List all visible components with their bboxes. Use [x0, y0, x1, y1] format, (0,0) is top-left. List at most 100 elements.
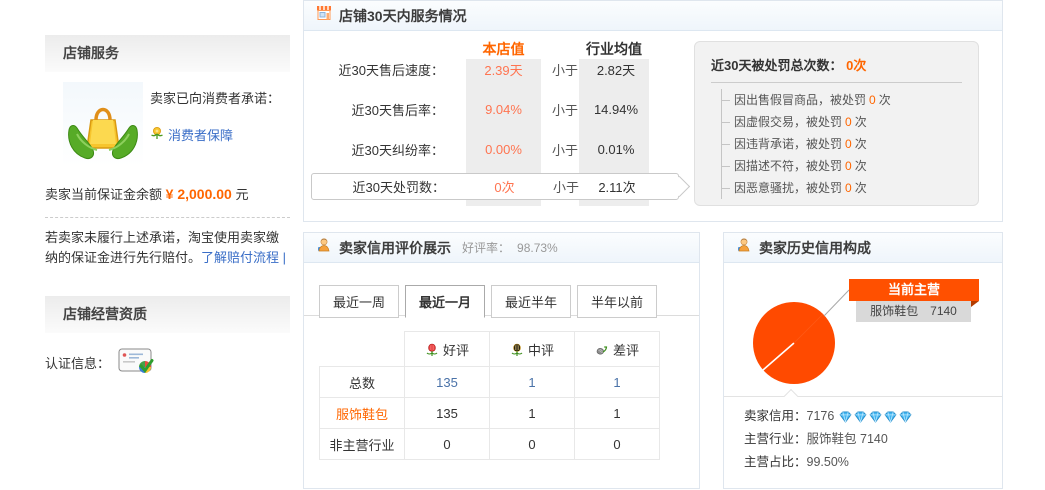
deposit-amount: ¥ 2,000.00	[165, 186, 232, 202]
sidebar-section-title-qualification: 店铺经营资质	[45, 296, 290, 333]
tab-last-halfyear[interactable]: 最近半年	[491, 285, 572, 318]
less-than-label: 小于	[552, 180, 579, 195]
bad-rating-flower-icon	[596, 345, 608, 355]
nonmain-medium-count: 0	[489, 428, 575, 460]
row-label-total: 总数	[319, 366, 405, 398]
promise-text: 卖家已向消费者承诺：	[150, 91, 281, 106]
rating-table-header-row: 好评 中评 差评	[319, 331, 660, 367]
deposit-label: 卖家当前保证金余额	[45, 187, 163, 202]
rating-panel-title: 卖家信用评价展示	[339, 239, 451, 256]
penalty-item-breach-promise: 因违背承诺，被处罚 0 次	[722, 133, 962, 155]
penalty-count-callout: 近30天处罚数： 0次 小于 2.11次	[311, 173, 691, 200]
seller-credit-value: 7176	[806, 409, 835, 423]
rating-period-tabs: 最近一周 最近一月 最近半年 半年以前	[319, 285, 658, 318]
sidebar-section-title-service: 店铺服务	[45, 35, 290, 72]
metric-shop-value: 9.04%	[485, 101, 522, 117]
metric-industry-value: 14.94%	[593, 101, 639, 117]
positive-rate-label: 好评率：	[462, 241, 511, 255]
penalty-item-fake-goods: 因出售假冒商品，被处罚 0 次	[722, 89, 962, 111]
penalty-tree-list: 因出售假冒商品，被处罚 0 次 因虚假交易，被处罚 0 次 因违背承诺，被处罚 0 次 因描…	[721, 89, 962, 199]
dashed-divider	[45, 217, 290, 218]
good-rating-flower-icon	[426, 343, 438, 356]
metric-label: 近30天处罚数：	[352, 180, 445, 195]
metric-shop-value: 0次	[494, 180, 515, 195]
service-30day-panel: 店铺30天内服务情况 本店值 行业均值 近30天售后速度： 2.39天 小于 2…	[303, 0, 1003, 222]
rating-row-nonmain: 非主营行业 0 0 0	[319, 428, 660, 460]
bad-rating-header: 差评	[574, 331, 660, 367]
tab-last-month[interactable]: 最近一月	[405, 285, 486, 318]
person-icon	[736, 237, 752, 258]
claim-process-link[interactable]: 了解赔付流程	[201, 250, 280, 265]
cert-label: 认证信息：	[45, 355, 111, 371]
deposit-unit: 元	[235, 187, 249, 202]
history-divider	[724, 388, 1002, 404]
history-panel-header: 卖家历史信用构成	[724, 233, 1002, 263]
main-ratio-label: 主营占比：	[744, 455, 807, 469]
nonmain-bad-count: 0	[574, 428, 660, 460]
main-ratio-row: 主营占比： 99.50%	[744, 451, 912, 474]
seller-credit-label: 卖家信用：	[744, 409, 807, 423]
good-rating-header: 好评	[404, 331, 490, 367]
tab-before-halfyear[interactable]: 半年以前	[577, 285, 658, 318]
penalty-divider	[711, 82, 962, 83]
disclaimer-text: 若卖家未履行上述承诺，淘宝使用卖家缴纳的保证金进行先行赔付。	[45, 230, 280, 265]
promise-text-block: 卖家已向消费者承诺： 消费者保障	[150, 88, 290, 144]
ribbon-fold	[971, 301, 979, 307]
service-row-dispute-rate: 近30天纠纷率： 0.00% 小于 0.01%	[316, 139, 651, 159]
certification-card-icon[interactable]	[118, 347, 156, 377]
nonmain-good-count: 0	[404, 428, 490, 460]
less-than-label: 小于	[551, 142, 578, 158]
consumer-guarantee-icon	[63, 82, 143, 166]
main-category-credit-label: 服饰鞋包 7140	[856, 301, 971, 322]
penalty-total-title: 近30天被处罚总次数： 0次	[711, 55, 962, 74]
service-row-penalty-count: 近30天处罚数： 0次 小于 2.11次	[317, 177, 652, 196]
rating-row-total: 总数 135 1 1	[319, 366, 660, 398]
total-medium-count[interactable]: 1	[489, 366, 575, 398]
less-than-label: 小于	[551, 62, 578, 78]
service-panel-title: 店铺30天内服务情况	[339, 7, 467, 24]
protection-flower-icon	[150, 126, 164, 143]
less-than-label: 小于	[551, 102, 578, 118]
row-label-apparel[interactable]: 服饰鞋包	[319, 397, 405, 429]
credit-diamond-icons	[839, 410, 912, 423]
row-label-nonmain: 非主营行业	[319, 428, 405, 460]
person-icon	[316, 237, 332, 258]
metric-industry-value: 2.82天	[596, 62, 636, 78]
shop-icon	[316, 5, 332, 26]
consumer-protection-link[interactable]: 消费者保障	[168, 128, 234, 143]
rating-panel-header: 卖家信用评价展示 好评率： 98.73%	[304, 233, 699, 263]
total-bad-count[interactable]: 1	[574, 366, 660, 398]
certification-row: 认证信息：	[45, 347, 290, 377]
metric-industry-value: 2.11次	[598, 180, 636, 195]
tab-last-week[interactable]: 最近一周	[319, 285, 400, 318]
link-separator: |	[282, 250, 287, 265]
metric-label: 近30天纠纷率：	[351, 142, 444, 158]
credit-rating-panel: 卖家信用评价展示 好评率： 98.73% 最近一周 最近一月 最近半年 半年以前…	[303, 232, 700, 489]
sidebar: 店铺服务 卖家已向消费者承诺：	[45, 35, 290, 377]
apparel-medium-count: 1	[489, 397, 575, 429]
medium-rating-header: 中评	[489, 331, 575, 367]
history-panel-title: 卖家历史信用构成	[759, 239, 871, 256]
positive-rate-value: 98.73%	[517, 240, 558, 255]
penalty-total-count: 0次	[846, 58, 867, 73]
current-main-category-ribbon: 当前主营	[849, 279, 979, 301]
total-good-count[interactable]: 135	[404, 366, 490, 398]
metric-label: 近30天售后速度：	[338, 62, 444, 78]
seller-credit-row: 卖家信用： 7176	[744, 405, 912, 428]
metric-shop-value: 2.39天	[484, 62, 523, 78]
deposit-line: 卖家当前保证金余额 ¥ 2,000.00 元	[45, 184, 290, 203]
main-industry-label: 主营行业：	[744, 432, 807, 446]
medium-rating-flower-icon	[511, 343, 523, 356]
apparel-good-count: 135	[404, 397, 490, 429]
callout-arrow	[668, 175, 691, 198]
history-stats: 卖家信用： 7176 主营行业： 服饰鞋包 7140 主营占比： 99.50%	[744, 405, 912, 474]
credit-pie-chart	[753, 289, 850, 384]
guarantee-disclaimer: 若卖家未履行上述承诺，淘宝使用卖家缴纳的保证金进行先行赔付。了解赔付流程 |	[45, 228, 290, 268]
penalty-item-malicious-harassment: 因恶意骚扰，被处罚 0 次	[722, 177, 962, 199]
penalty-total-label: 近30天被处罚总次数：	[711, 58, 843, 73]
credit-history-panel: 卖家历史信用构成 当前主营 服饰鞋包 7140 卖家信用： 7176	[723, 232, 1003, 489]
industry-average-column-header: 行业均值	[586, 41, 642, 57]
corner-cell	[319, 331, 405, 367]
service-panel-header: 店铺30天内服务情况	[304, 1, 1002, 31]
